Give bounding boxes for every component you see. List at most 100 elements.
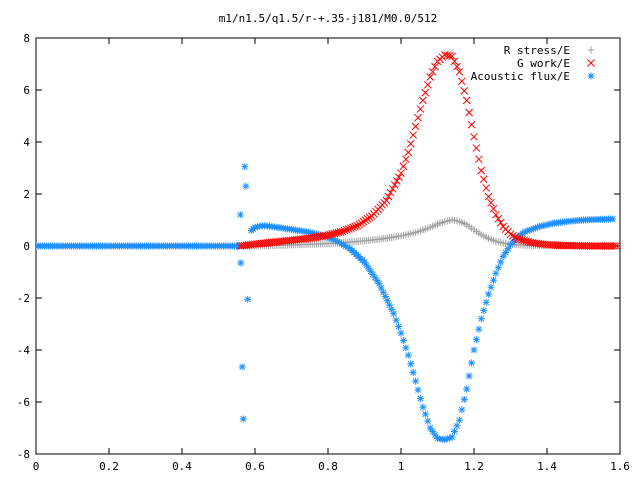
data-point bbox=[342, 225, 351, 234]
x-tick-label: 1.4 bbox=[537, 460, 557, 473]
data-point bbox=[345, 225, 353, 233]
data-point bbox=[399, 162, 408, 171]
data-point bbox=[241, 163, 249, 171]
data-point bbox=[475, 155, 483, 164]
data-point bbox=[610, 242, 619, 250]
data-point bbox=[489, 276, 497, 284]
legend-label: G work/E bbox=[517, 57, 570, 70]
data-point bbox=[494, 264, 502, 272]
data-point bbox=[612, 242, 620, 250]
data-point bbox=[482, 184, 491, 192]
data-point bbox=[472, 336, 480, 344]
data-point bbox=[404, 148, 413, 157]
y-tick-label: 6 bbox=[23, 84, 30, 97]
data-point bbox=[236, 211, 244, 219]
legend-label: R stress/E bbox=[504, 44, 570, 57]
data-point bbox=[419, 403, 427, 411]
data-point bbox=[426, 73, 435, 81]
data-point bbox=[431, 62, 439, 71]
data-point bbox=[450, 57, 459, 66]
data-point bbox=[237, 259, 245, 267]
data-point bbox=[496, 218, 505, 227]
data-point bbox=[416, 395, 424, 403]
data-point bbox=[349, 223, 357, 232]
data-point bbox=[506, 230, 515, 239]
y-tick-label: 4 bbox=[23, 136, 30, 149]
legend-label: Acoustic flux/E bbox=[471, 70, 570, 83]
data-point bbox=[239, 415, 247, 423]
data-point bbox=[465, 108, 473, 117]
data-point bbox=[467, 120, 476, 129]
data-point bbox=[395, 173, 403, 181]
data-point bbox=[397, 169, 405, 178]
data-point bbox=[397, 329, 405, 337]
x-tick-label: 1 bbox=[398, 460, 405, 473]
series-cross bbox=[236, 51, 620, 250]
data-point bbox=[406, 139, 415, 148]
data-point bbox=[492, 269, 500, 277]
data-point bbox=[455, 416, 463, 424]
data-point bbox=[409, 131, 418, 139]
y-tick-label: 8 bbox=[23, 32, 30, 45]
data-point bbox=[451, 427, 459, 435]
data-point bbox=[416, 105, 425, 113]
data-point bbox=[404, 351, 412, 359]
data-point bbox=[453, 422, 461, 430]
data-point bbox=[399, 336, 407, 344]
data-point bbox=[386, 188, 395, 197]
data-point bbox=[504, 245, 512, 253]
data-point bbox=[448, 433, 456, 441]
y-tick-label: 2 bbox=[23, 188, 30, 201]
data-point bbox=[482, 298, 490, 306]
data-point bbox=[472, 144, 481, 152]
data-point bbox=[462, 96, 471, 105]
data-point bbox=[340, 226, 349, 235]
data-point bbox=[388, 184, 397, 193]
y-tick-label: -6 bbox=[17, 396, 30, 409]
data-point bbox=[448, 52, 456, 61]
data-point bbox=[392, 316, 400, 324]
chart-title: m1/n1.5/q1.5/r-+.35-j181/M0.0/512 bbox=[219, 12, 438, 25]
data-point bbox=[351, 222, 359, 231]
data-point bbox=[390, 181, 399, 189]
data-point bbox=[487, 283, 495, 291]
data-point bbox=[609, 215, 617, 223]
data-point bbox=[477, 166, 486, 175]
data-point bbox=[384, 192, 393, 201]
data-point bbox=[470, 132, 478, 141]
y-axis: -8 -6 -4 -2 0 2 4 6 8 bbox=[17, 32, 620, 461]
data-point bbox=[419, 96, 427, 105]
legend-marker bbox=[587, 72, 595, 80]
data-point bbox=[414, 386, 422, 394]
x-tick-label: 1.2 bbox=[464, 460, 484, 473]
y-tick-label: -8 bbox=[17, 448, 30, 461]
data-point bbox=[479, 175, 488, 184]
data-point bbox=[361, 216, 370, 225]
data-point bbox=[453, 62, 461, 71]
data-point bbox=[421, 410, 429, 418]
data-point bbox=[492, 210, 500, 219]
data-point bbox=[502, 249, 510, 256]
x-tick-label: 0.4 bbox=[172, 460, 192, 473]
data-point bbox=[336, 228, 345, 236]
data-point bbox=[412, 377, 420, 385]
data-point bbox=[485, 290, 493, 298]
data-point bbox=[402, 344, 410, 352]
data-point bbox=[475, 325, 483, 333]
x-tick-label: 0 bbox=[33, 460, 40, 473]
y-tick-label: -4 bbox=[17, 344, 31, 357]
x-axis: 0 0.2 0.4 0.6 0.8 1 1.2 1.4 1.6 bbox=[33, 38, 630, 473]
data-point bbox=[395, 323, 403, 331]
data-point bbox=[494, 214, 503, 223]
data-point bbox=[477, 315, 485, 323]
data-point bbox=[511, 233, 520, 242]
data-point bbox=[421, 88, 430, 97]
legend-marker bbox=[587, 46, 595, 54]
y-tick-label: -2 bbox=[17, 292, 30, 305]
x-tick-label: 1.6 bbox=[610, 460, 630, 473]
x-tick-label: 0.6 bbox=[245, 460, 265, 473]
data-point bbox=[455, 67, 464, 76]
data-point bbox=[463, 385, 471, 393]
data-point bbox=[423, 80, 432, 89]
